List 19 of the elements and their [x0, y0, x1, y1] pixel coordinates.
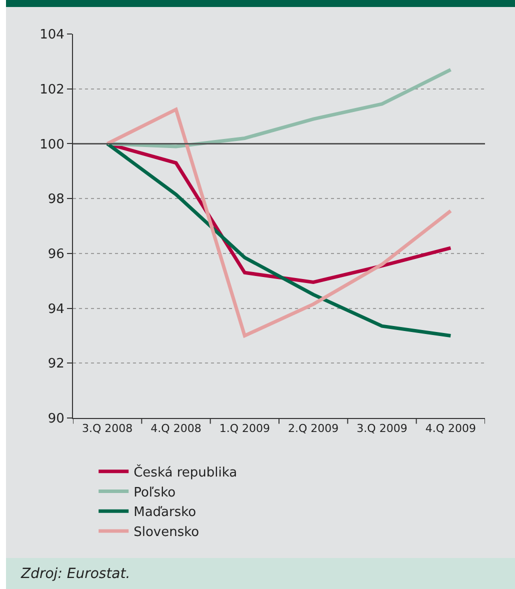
- y-tick-label: 102: [40, 82, 64, 98]
- x-tick-label: 1.Q 2009: [219, 422, 270, 436]
- legend-label: Slovensko: [134, 525, 200, 540]
- legend-label: Maďarsko: [134, 505, 196, 520]
- y-tick-label: 98: [48, 192, 64, 208]
- y-tick-label: 94: [48, 302, 64, 317]
- x-tick-label: 3.Q 2009: [356, 422, 408, 436]
- x-tick-label: 4.Q 2008: [150, 422, 202, 436]
- legend-label: Česká republika: [134, 463, 238, 480]
- legend-label: Poľsko: [134, 485, 176, 500]
- y-tick-label: 104: [40, 28, 64, 43]
- x-tick-label: 3.Q 2008: [82, 422, 133, 436]
- y-tick-label: 100: [40, 137, 64, 152]
- y-tick-label: 90: [48, 412, 64, 427]
- x-tick-label: 4.Q 2009: [425, 422, 476, 436]
- x-tick-label: 2.Q 2009: [288, 422, 339, 436]
- text: Zdroj: Eurostat.: [6, 558, 515, 589]
- y-tick-label: 92: [48, 356, 64, 372]
- y-tick-label: 96: [48, 246, 64, 262]
